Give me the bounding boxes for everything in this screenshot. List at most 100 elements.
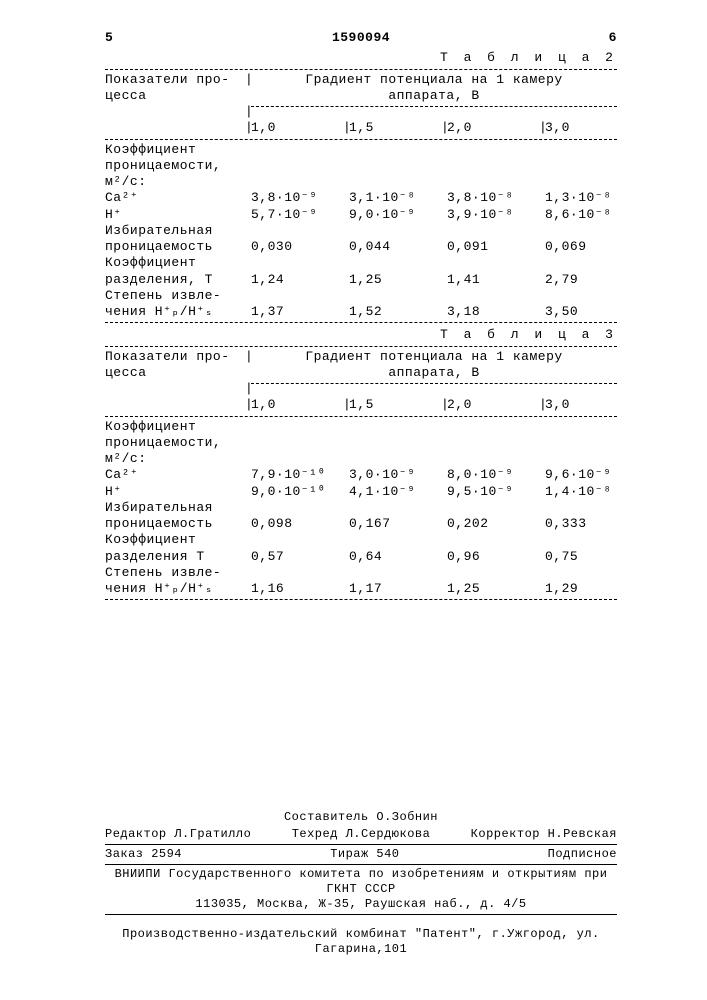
cell: 1,29 bbox=[545, 581, 637, 597]
table-row: Ca²⁺ 7,9·10⁻¹⁰ 3,0·10⁻⁹ 8,0·10⁻⁹ 9,6·10⁻… bbox=[105, 467, 617, 483]
table-row: Коэффициент bbox=[105, 255, 617, 271]
cell: 9,5·10⁻⁹ bbox=[447, 484, 539, 500]
cell: 0,75 bbox=[545, 549, 637, 565]
row-label: проницаемость bbox=[105, 239, 245, 255]
row-label: проницаемости, bbox=[105, 435, 245, 451]
row-label: чения H⁺ₚ/H⁺ₛ bbox=[105, 304, 245, 320]
table-row: H⁺ 5,7·10⁻⁹ 9,0·10⁻⁹ 3,9·10⁻⁸ 8,6·10⁻⁸ bbox=[105, 207, 617, 223]
row-label: м²/с: bbox=[105, 451, 245, 467]
table-row: проницаемость 0,030 0,044 0,091 0,069 bbox=[105, 239, 617, 255]
order: Заказ 2594 bbox=[105, 847, 182, 862]
divider bbox=[105, 599, 617, 600]
row-label: разделения Т bbox=[105, 549, 245, 565]
table3-subdash: | bbox=[105, 381, 617, 397]
cell: 0,96 bbox=[447, 549, 539, 565]
editor: Редактор Л.Гратилло bbox=[105, 827, 251, 842]
page-left: 5 bbox=[105, 30, 113, 46]
table2-title: Т а б л и ц а 2 bbox=[105, 50, 617, 66]
footer: Составитель О.Зобнин Редактор Л.Гратилло… bbox=[105, 810, 617, 957]
row-label: H⁺ bbox=[105, 207, 245, 223]
row-label: проницаемость bbox=[105, 516, 245, 532]
divider bbox=[105, 914, 617, 915]
table2-subdash: | bbox=[105, 104, 617, 120]
cell: 1,37 bbox=[251, 304, 343, 320]
col: 1,0 bbox=[251, 397, 343, 413]
row-label: Коэффициент bbox=[105, 419, 245, 435]
cell: 3,1·10⁻⁸ bbox=[349, 190, 441, 206]
page-right: 6 bbox=[609, 30, 617, 46]
row-label: Степень извле- bbox=[105, 565, 245, 581]
cell: 7,9·10⁻¹⁰ bbox=[251, 467, 343, 483]
table2-body: Коэффициентпроницаемости,м²/с: Ca²⁺ 3,8·… bbox=[105, 142, 617, 321]
divider bbox=[105, 322, 617, 323]
col: 1,0 bbox=[251, 120, 343, 136]
cell: 0,64 bbox=[349, 549, 441, 565]
row-label: Коэффициент bbox=[105, 532, 245, 548]
row-label: м²/с: bbox=[105, 174, 245, 190]
table-row: Коэффициент bbox=[105, 532, 617, 548]
table3-title: Т а б л и ц а 3 bbox=[105, 327, 617, 343]
compiler: Составитель О.Зобнин bbox=[105, 810, 617, 825]
table-row: чения H⁺ₚ/H⁺ₛ 1,16 1,17 1,25 1,29 bbox=[105, 581, 617, 597]
col: 3,0 bbox=[545, 120, 637, 136]
col: 1,5 bbox=[349, 120, 441, 136]
table-row: Избирательная bbox=[105, 223, 617, 239]
cell: 1,24 bbox=[251, 272, 343, 288]
org2: 113035, Москва, Ж-35, Раушская наб., д. … bbox=[105, 897, 617, 912]
table-row: разделения, Т 1,24 1,25 1,41 2,79 bbox=[105, 272, 617, 288]
cell: 0,069 bbox=[545, 239, 637, 255]
table-row: проницаемость 0,098 0,167 0,202 0,333 bbox=[105, 516, 617, 532]
page-header: 5 1590094 6 bbox=[105, 30, 617, 46]
row-label: Степень извле- bbox=[105, 288, 245, 304]
divider bbox=[105, 864, 617, 865]
doc-number: 1590094 bbox=[332, 30, 390, 46]
row-label: Коэффициент bbox=[105, 255, 245, 271]
table2-head-left: Показатели про- цесса bbox=[105, 72, 245, 105]
cell: 8,6·10⁻⁸ bbox=[545, 207, 637, 223]
col: 2,0 bbox=[447, 120, 539, 136]
techred: Техред Л.Сердюкова bbox=[292, 827, 431, 842]
table-row: H⁺ 9,0·10⁻¹⁰ 4,1·10⁻⁹ 9,5·10⁻⁹ 1,4·10⁻⁸ bbox=[105, 484, 617, 500]
cell: 0,091 bbox=[447, 239, 539, 255]
row-label: Избирательная bbox=[105, 223, 245, 239]
cell: 2,79 bbox=[545, 272, 637, 288]
divider bbox=[105, 844, 617, 845]
table3-body: Коэффициентпроницаемости,м²/с: Ca²⁺ 7,9·… bbox=[105, 419, 617, 598]
row-label: H⁺ bbox=[105, 484, 245, 500]
table-row: Коэффициент bbox=[105, 142, 617, 158]
table-row: Степень извле- bbox=[105, 288, 617, 304]
cell: 1,25 bbox=[349, 272, 441, 288]
cell: 5,7·10⁻⁹ bbox=[251, 207, 343, 223]
table-row: Степень извле- bbox=[105, 565, 617, 581]
cell: 1,16 bbox=[251, 581, 343, 597]
cell: 9,6·10⁻⁹ bbox=[545, 467, 637, 483]
tirazh: Тираж 540 bbox=[330, 847, 399, 862]
cell: 0,57 bbox=[251, 549, 343, 565]
row-label: Избирательная bbox=[105, 500, 245, 516]
cell: 3,18 bbox=[447, 304, 539, 320]
org1: ВНИИПИ Государственного комитета по изоб… bbox=[105, 867, 617, 897]
divider bbox=[105, 69, 617, 70]
cell: 1,41 bbox=[447, 272, 539, 288]
cell: 1,25 bbox=[447, 581, 539, 597]
table-row: Избирательная bbox=[105, 500, 617, 516]
table-row: м²/с: bbox=[105, 451, 617, 467]
table-row: Коэффициент bbox=[105, 419, 617, 435]
table3-head-left: Показатели про- цесса bbox=[105, 349, 245, 382]
divider bbox=[105, 139, 617, 140]
cell: 0,030 bbox=[251, 239, 343, 255]
cell: 1,52 bbox=[349, 304, 441, 320]
cell: 3,9·10⁻⁸ bbox=[447, 207, 539, 223]
corrector: Корректор Н.Ревская bbox=[471, 827, 617, 842]
row-label: Ca²⁺ bbox=[105, 467, 245, 483]
sub: Подписное bbox=[548, 847, 617, 862]
row-label: чения H⁺ₚ/H⁺ₛ bbox=[105, 581, 245, 597]
cell: 3,0·10⁻⁹ bbox=[349, 467, 441, 483]
divider bbox=[105, 416, 617, 417]
cell: 4,1·10⁻⁹ bbox=[349, 484, 441, 500]
table-row: разделения Т 0,57 0,64 0,96 0,75 bbox=[105, 549, 617, 565]
cell: 0,202 bbox=[447, 516, 539, 532]
cell: 1,17 bbox=[349, 581, 441, 597]
table3-cols: | 1,0| 1,5| 2,0| 3,0 bbox=[105, 397, 617, 413]
row-label: Ca²⁺ bbox=[105, 190, 245, 206]
